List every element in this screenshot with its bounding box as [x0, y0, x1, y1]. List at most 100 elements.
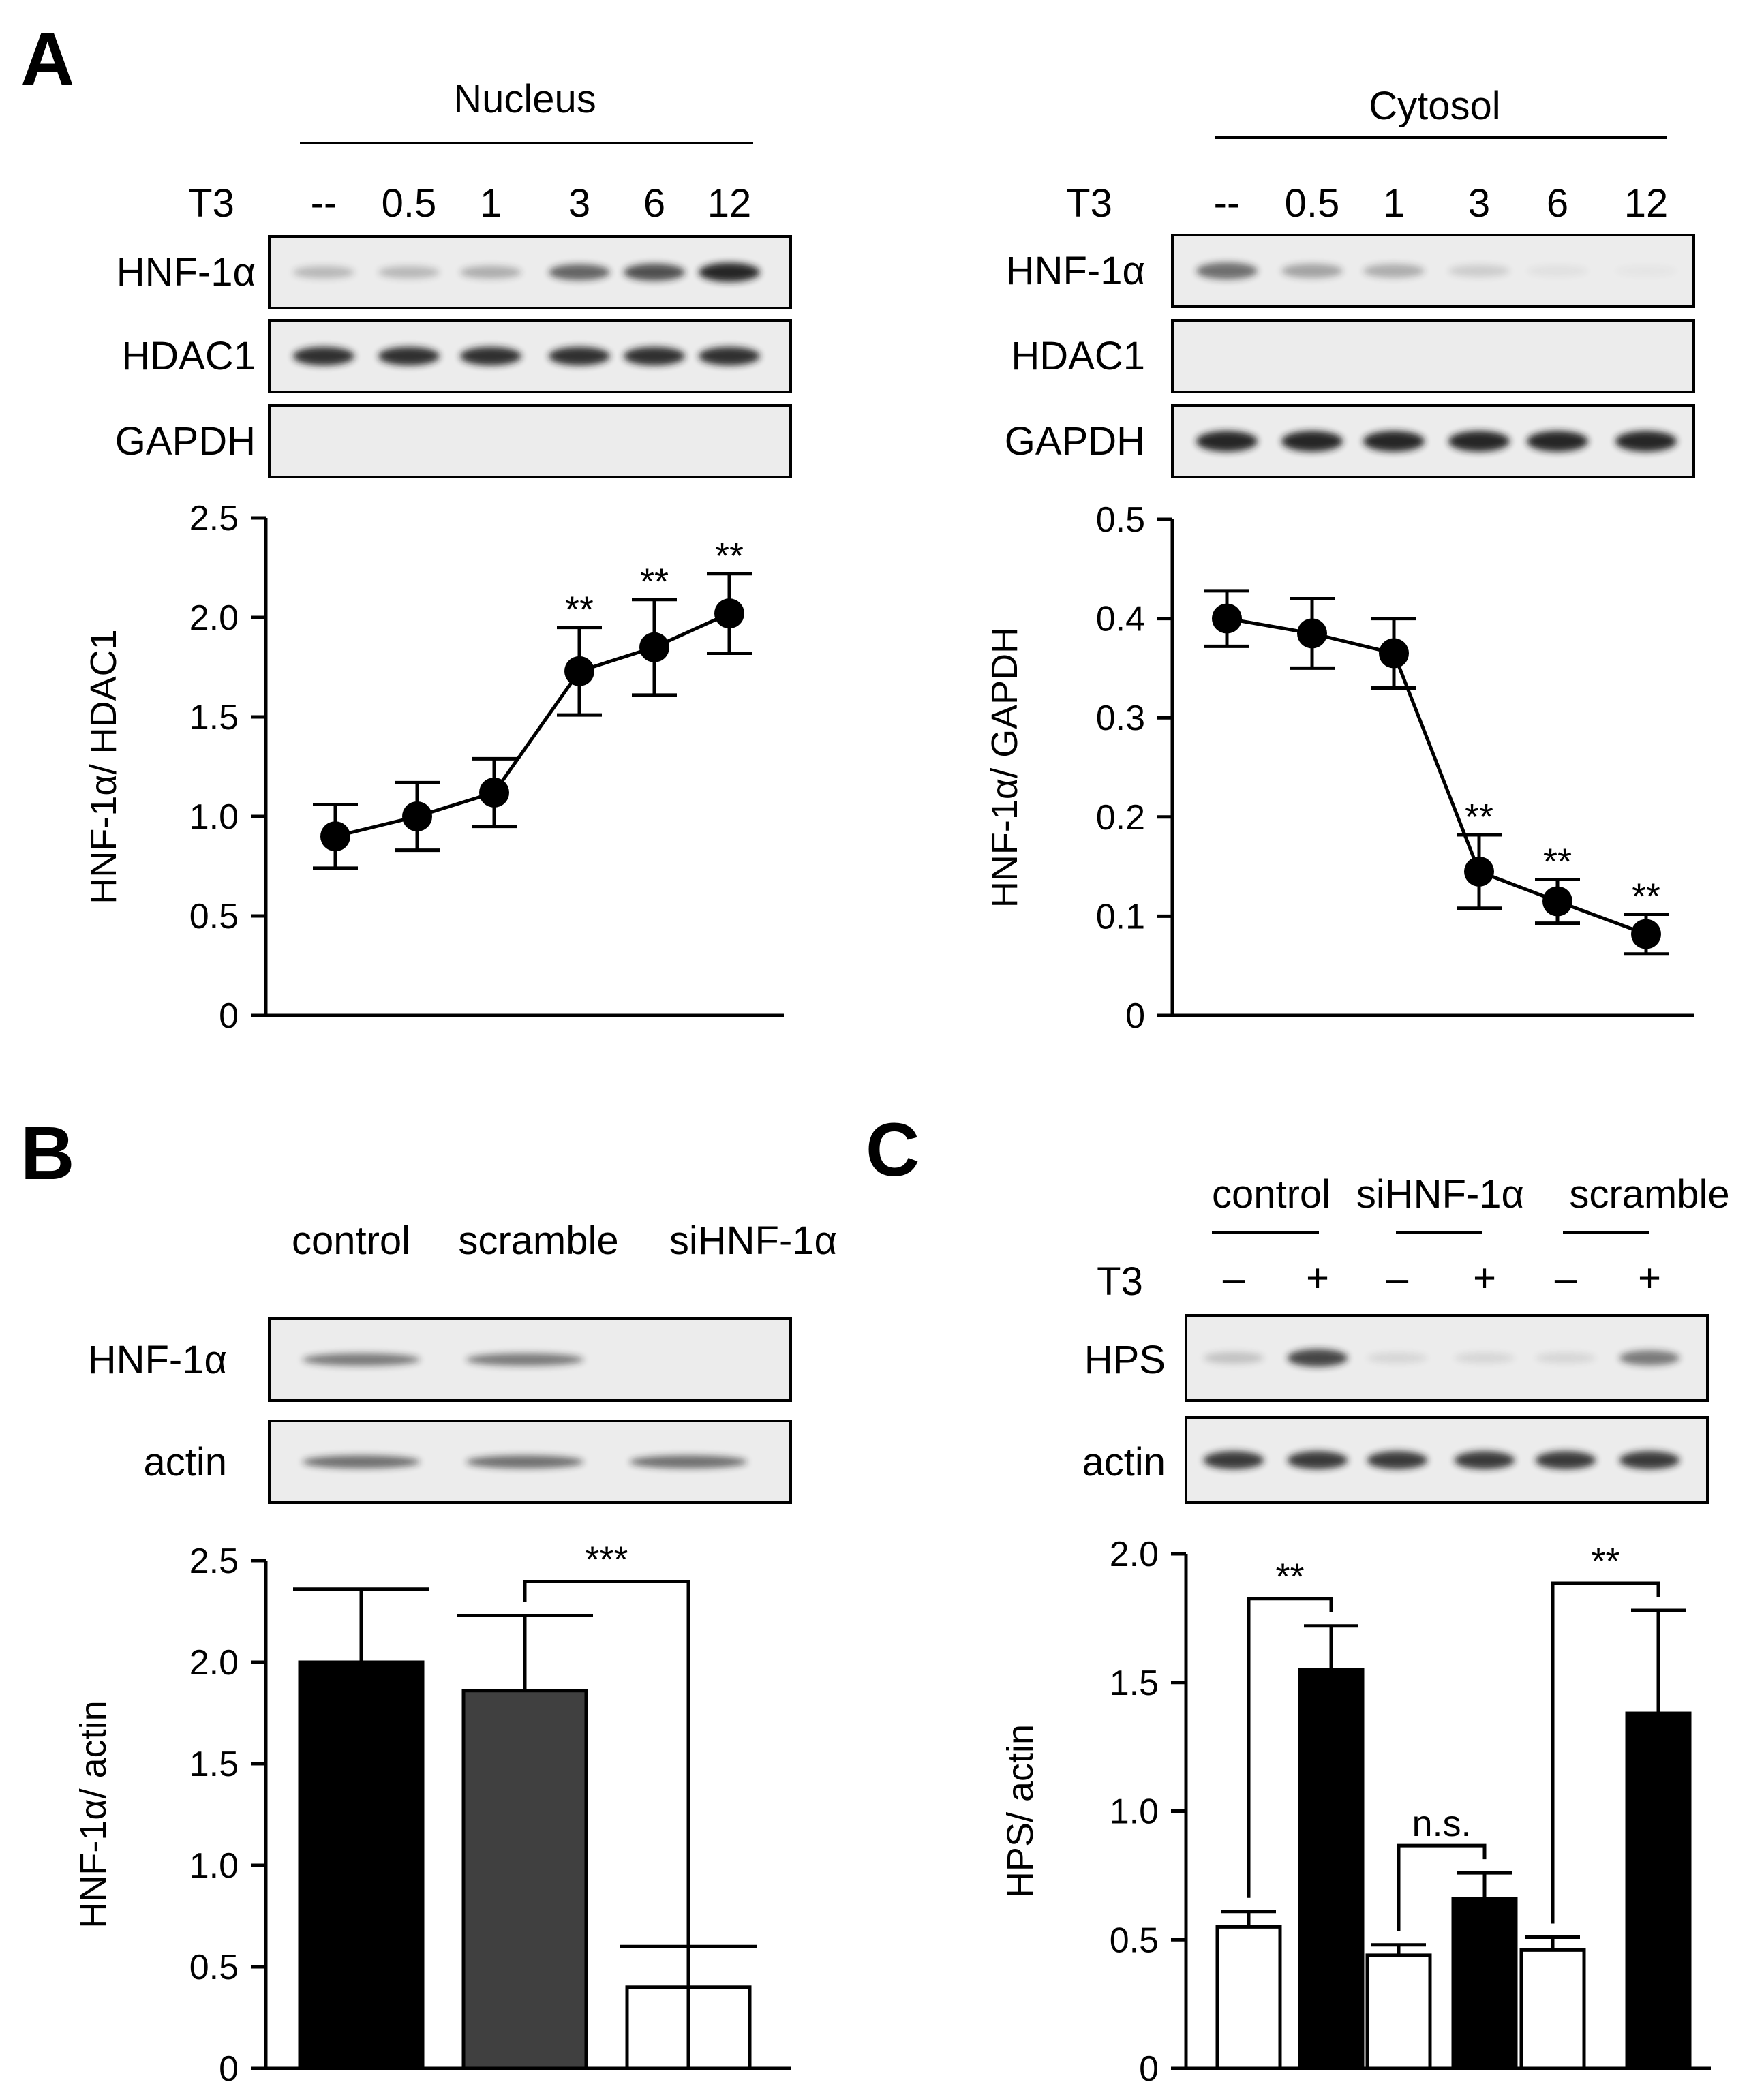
nucleus-blot-band [378, 346, 440, 366]
cytosol-header: Cytosol [1369, 84, 1500, 128]
panel-c-group-labels: control siHNF-1α scramble [1212, 1172, 1730, 1234]
panel-b-blot-band [466, 1353, 584, 1366]
chart-a-cytosol: 0 0.1 0.2 0.3 0.4 0.5 HNF-1α/ GAPDH ** ** ** [984, 500, 1694, 1036]
y-tick-label: 2.5 [189, 1542, 239, 1581]
nucleus-lane-label: 1 [480, 181, 502, 226]
panel-c-lane-sign: – [1386, 1256, 1409, 1300]
comparison-bracket [523, 1579, 690, 2068]
nucleus-t3-label: T3 [188, 181, 234, 226]
y-tick-label: 0.5 [1096, 500, 1145, 540]
y-tick-label: 2.0 [189, 598, 239, 638]
y-tick-label: 0.2 [1096, 798, 1145, 838]
y-tick-label: 1.5 [189, 698, 239, 737]
panel-c-blot-label: actin [1082, 1440, 1166, 1484]
panel-c-blot-band [1287, 1349, 1348, 1367]
panel-b-group-labels: control scramble siHNF-1α [292, 1219, 837, 1263]
bar [1451, 1897, 1518, 2070]
y-tick-label: 0.4 [1096, 600, 1145, 639]
bar [1298, 1668, 1365, 2070]
comparison-label: ** [1591, 1541, 1619, 1582]
panel-label-b: B [20, 1112, 74, 1195]
panel-c-group-label: scramble [1569, 1172, 1729, 1216]
cytosol-blot-band [1363, 431, 1425, 452]
panel-c-lane-sign: + [1473, 1256, 1496, 1300]
y-tick-label: 0.5 [189, 1948, 239, 1987]
cytosol-lane-label: 6 [1547, 181, 1568, 226]
panel-b-blot-band [302, 1353, 421, 1366]
y-tick-label: 1.5 [189, 1745, 239, 1784]
cytosol-blot-band [1615, 431, 1677, 452]
panel-b-group-label: siHNF-1α [669, 1219, 837, 1263]
nucleus-blot-band [699, 262, 760, 282]
data-point [1542, 886, 1572, 917]
nucleus-blot-band [549, 264, 610, 281]
cytosol-blot-frame [1171, 404, 1695, 478]
y-tick-label: 0.5 [1110, 1920, 1159, 1960]
panel-c-lane-sign: – [1555, 1256, 1577, 1300]
y-tick-label: 0.3 [1096, 699, 1145, 738]
comparison-bracket [1247, 1597, 1333, 1898]
nucleus-lane-label: 12 [708, 181, 752, 226]
bar [1215, 1925, 1282, 2070]
panel-c-blot-band [1535, 1451, 1596, 1469]
y-axis-label: HPS/ actin [1000, 1724, 1041, 1898]
panel-c-blot-band [1367, 1352, 1428, 1364]
data-point [479, 777, 509, 808]
nucleus-blot-band [624, 346, 685, 366]
cytosol-blot-label: HDAC1 [1011, 334, 1145, 378]
panel-label-c: C [866, 1108, 919, 1192]
nucleus-blot-band [624, 263, 685, 281]
bar [1365, 1953, 1432, 2070]
data-point [1464, 856, 1494, 887]
panel-c-group-label: control [1212, 1172, 1330, 1216]
significance-marker: ** [715, 536, 744, 577]
cytosol-blot-band [1363, 264, 1425, 278]
cytosol-blot-label: HNF-1α [1006, 249, 1145, 293]
y-tick-label: 2.5 [189, 499, 239, 538]
y-axis-label: HNF-1α/ actin [73, 1700, 114, 1928]
nucleus-blot-band [293, 346, 354, 366]
panel-c-blot-band [1535, 1352, 1596, 1364]
panel-c-blot-band [1619, 1451, 1680, 1469]
nucleus-lane-label: 0.5 [382, 181, 437, 226]
significance-marker: ** [1465, 797, 1493, 838]
panel-b-group-label: scramble [458, 1219, 618, 1263]
panel-c-blot-band [1203, 1351, 1264, 1364]
series-line [1226, 617, 1647, 936]
cytosol-lane-labels: -- 0.5 1 3 6 12 [1214, 181, 1669, 226]
cytosol-blot-band [1196, 262, 1258, 279]
panel-c-blot-band [1454, 1451, 1515, 1469]
y-tick-label: 2.0 [1110, 1535, 1159, 1574]
panel-c-blot-band [1287, 1451, 1348, 1469]
nucleus-lane-labels: -- 0.5 1 3 6 12 [311, 181, 752, 226]
cytosol-lane-label: 3 [1468, 181, 1490, 226]
cytosol-lane-label: 12 [1624, 181, 1669, 226]
panel-c-lane-signs: – + – + – + [1223, 1256, 1661, 1300]
cytosol-blot-band [1527, 431, 1588, 452]
nucleus-blot-band [378, 266, 440, 279]
cytosol-blot-label: GAPDH [1005, 419, 1145, 463]
nucleus-blot-frame [268, 404, 792, 478]
chart-a-nucleus: 0 0.5 1.0 1.5 2.0 2.5 HNF-1α/ HDAC1 ** ** ** [83, 499, 784, 1036]
panel-c-blot-band [1619, 1350, 1680, 1366]
data-point [1631, 919, 1661, 949]
y-tick-label: 1.0 [1110, 1792, 1159, 1832]
significance-marker: ** [1632, 876, 1660, 917]
comparison-label: *** [585, 1539, 628, 1580]
bar [1519, 1948, 1586, 2070]
comparison-bracket [1551, 1581, 1660, 1924]
panel-b-blot-band [302, 1455, 421, 1469]
y-axis-label: HNF-1α/ HDAC1 [83, 629, 124, 904]
cytosol-blot-frame [1171, 234, 1695, 308]
nucleus-header: Nucleus [453, 77, 596, 121]
data-point [564, 656, 594, 686]
cytosol-blot-band [1281, 263, 1343, 279]
panel-c-lane-sign: + [1638, 1256, 1661, 1300]
panel-c-blot-band [1454, 1352, 1515, 1364]
panel-c-lane-sign: + [1306, 1256, 1329, 1300]
series-line [335, 611, 731, 838]
panel-label-a: A [20, 18, 74, 102]
nucleus-blot-band [460, 266, 521, 279]
comparison-bracket [1397, 1843, 1487, 1931]
